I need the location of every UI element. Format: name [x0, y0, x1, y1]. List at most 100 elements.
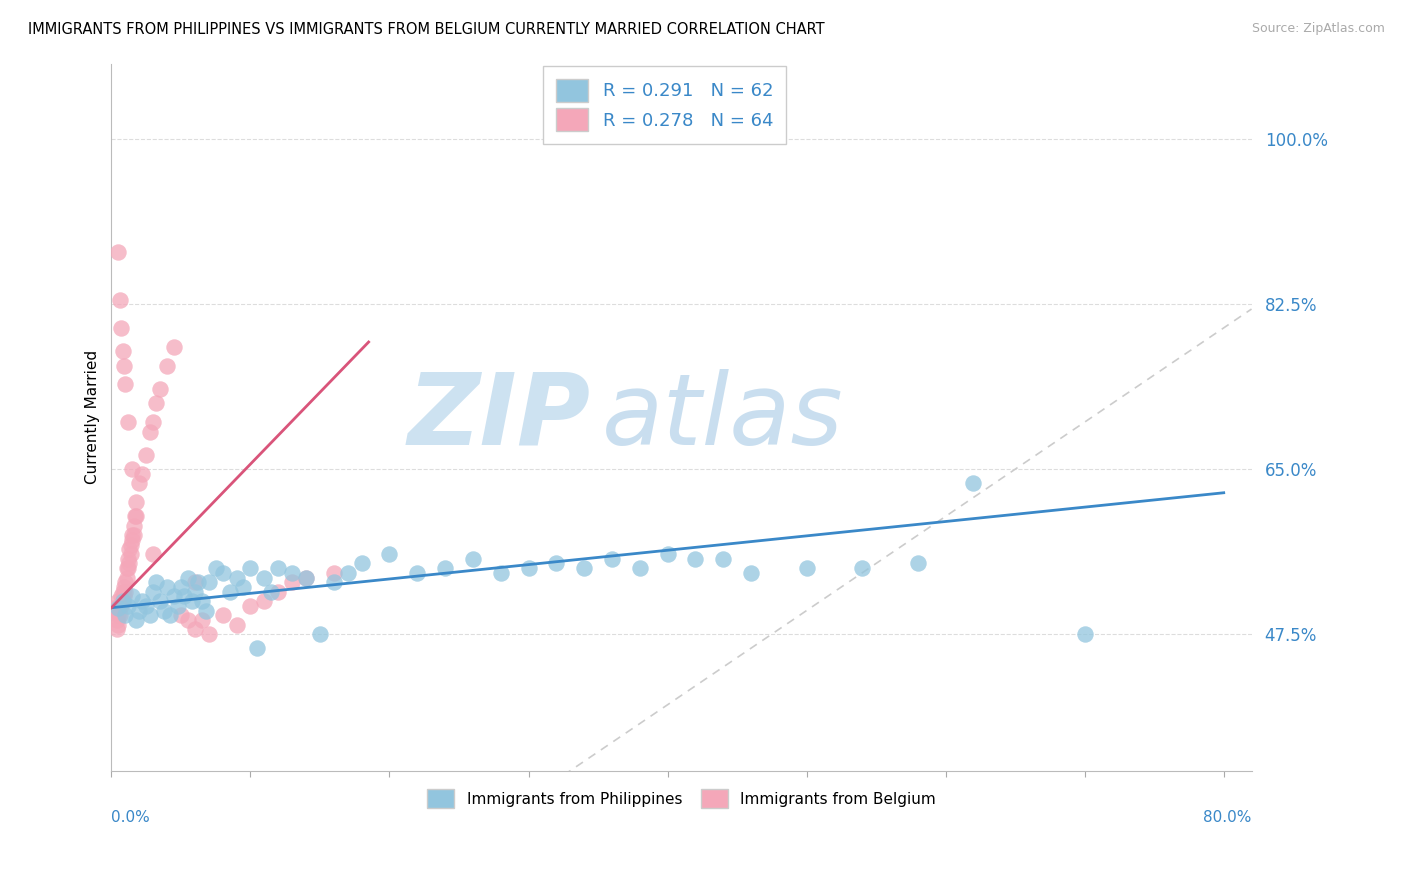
Point [107, 608, 129, 623]
Point [111, 584, 134, 599]
Point [685, 551, 707, 566]
Point [125, 495, 148, 509]
Text: atlas: atlas [602, 369, 844, 466]
Point [489, 566, 512, 580]
Point [197, 575, 219, 590]
Point [111, 344, 134, 359]
Point [218, 584, 240, 599]
Point [142, 547, 165, 561]
Point [131, 467, 153, 481]
Point [322, 575, 344, 590]
Point [107, 245, 129, 260]
Point [124, 509, 146, 524]
Point [108, 608, 131, 623]
Point [309, 627, 332, 641]
Point [121, 590, 143, 604]
Point [121, 528, 143, 542]
Point [121, 533, 143, 547]
Point [167, 599, 190, 613]
Point [156, 359, 179, 373]
Point [170, 580, 193, 594]
Point [194, 603, 217, 617]
Legend: Immigrants from Philippines, Immigrants from Belgium: Immigrants from Philippines, Immigrants … [419, 781, 943, 816]
Point [211, 608, 233, 623]
Point [131, 594, 153, 608]
Point [267, 561, 290, 575]
Point [246, 641, 269, 656]
Point [517, 561, 540, 575]
Point [211, 566, 233, 580]
Point [114, 377, 136, 392]
Point [110, 321, 132, 335]
Point [114, 584, 136, 599]
Point [145, 396, 167, 410]
Point [142, 584, 165, 599]
Point [191, 594, 214, 608]
Point [108, 293, 131, 307]
Point [139, 425, 162, 439]
Point [135, 599, 157, 613]
Point [267, 584, 290, 599]
Point [135, 448, 157, 462]
Point [128, 603, 150, 617]
Point [657, 547, 679, 561]
Point [378, 547, 401, 561]
Point [108, 599, 131, 613]
Point [191, 613, 214, 627]
Point [281, 566, 304, 580]
Point [122, 518, 145, 533]
Point [295, 570, 318, 584]
Point [177, 613, 200, 627]
Point [600, 551, 623, 566]
Point [796, 561, 818, 575]
Point [170, 608, 193, 623]
Point [181, 594, 204, 608]
Point [907, 557, 929, 571]
Point [120, 538, 142, 552]
Point [110, 590, 132, 604]
Point [173, 590, 195, 604]
Point [232, 580, 254, 594]
Point [239, 561, 262, 575]
Point [111, 594, 134, 608]
Point [260, 584, 283, 599]
Point [103, 600, 125, 615]
Point [434, 561, 457, 575]
Point [163, 590, 186, 604]
Point [197, 627, 219, 641]
Point [110, 599, 132, 613]
Point [122, 528, 145, 542]
Point [406, 566, 429, 580]
Point [851, 561, 873, 575]
Point [1073, 627, 1095, 641]
Point [628, 561, 651, 575]
Text: 0.0%: 0.0% [111, 810, 150, 824]
Point [107, 594, 129, 608]
Point [117, 415, 139, 429]
Point [105, 623, 128, 637]
Point [163, 340, 186, 354]
Point [104, 606, 127, 620]
Point [112, 580, 135, 594]
Point [145, 575, 167, 590]
Point [239, 599, 262, 613]
Point [962, 476, 984, 491]
Point [281, 575, 304, 590]
Point [253, 594, 276, 608]
Point [350, 557, 373, 571]
Point [128, 476, 150, 491]
Point [184, 584, 207, 599]
Point [204, 561, 226, 575]
Point [184, 575, 207, 590]
Point [740, 566, 762, 580]
Point [572, 561, 595, 575]
Point [177, 570, 200, 584]
Point [112, 359, 135, 373]
Point [149, 594, 172, 608]
Point [114, 575, 136, 590]
Point [115, 570, 138, 584]
Point [121, 462, 143, 476]
Text: 80.0%: 80.0% [1204, 810, 1251, 824]
Point [546, 557, 568, 571]
Point [225, 570, 247, 584]
